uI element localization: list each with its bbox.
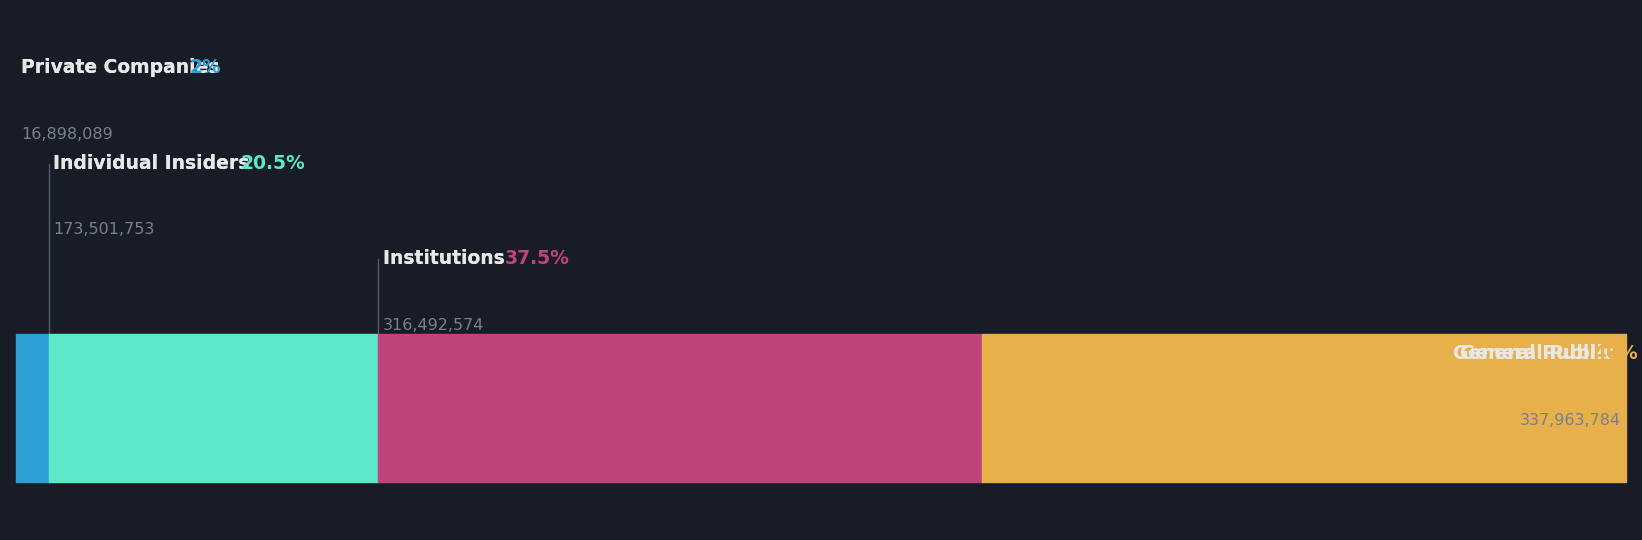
Text: 37.5%: 37.5% [504, 249, 570, 268]
Text: Individual Insiders: Individual Insiders [54, 153, 256, 173]
Text: 337,963,784: 337,963,784 [1519, 413, 1621, 428]
Text: Private Companies: Private Companies [21, 58, 227, 77]
Text: Private Companies: Private Companies [21, 58, 227, 77]
Text: General Public: General Public [1460, 344, 1621, 363]
Text: General Public: General Public [1453, 344, 1612, 363]
Bar [49, 334, 378, 482]
Text: 16,898,089: 16,898,089 [21, 127, 113, 142]
Bar [16, 334, 49, 482]
Text: 173,501,753: 173,501,753 [54, 222, 154, 238]
Text: Institutions: Institutions [383, 249, 512, 268]
Bar [982, 334, 1626, 482]
Text: 40%: 40% [1593, 344, 1637, 363]
Text: 316,492,574: 316,492,574 [383, 318, 484, 333]
Text: Individual Insiders: Individual Insiders [54, 153, 256, 173]
Text: 2%: 2% [189, 58, 222, 77]
Text: Institutions: Institutions [383, 249, 512, 268]
Text: 20.5%: 20.5% [240, 153, 305, 173]
Bar [378, 334, 982, 482]
